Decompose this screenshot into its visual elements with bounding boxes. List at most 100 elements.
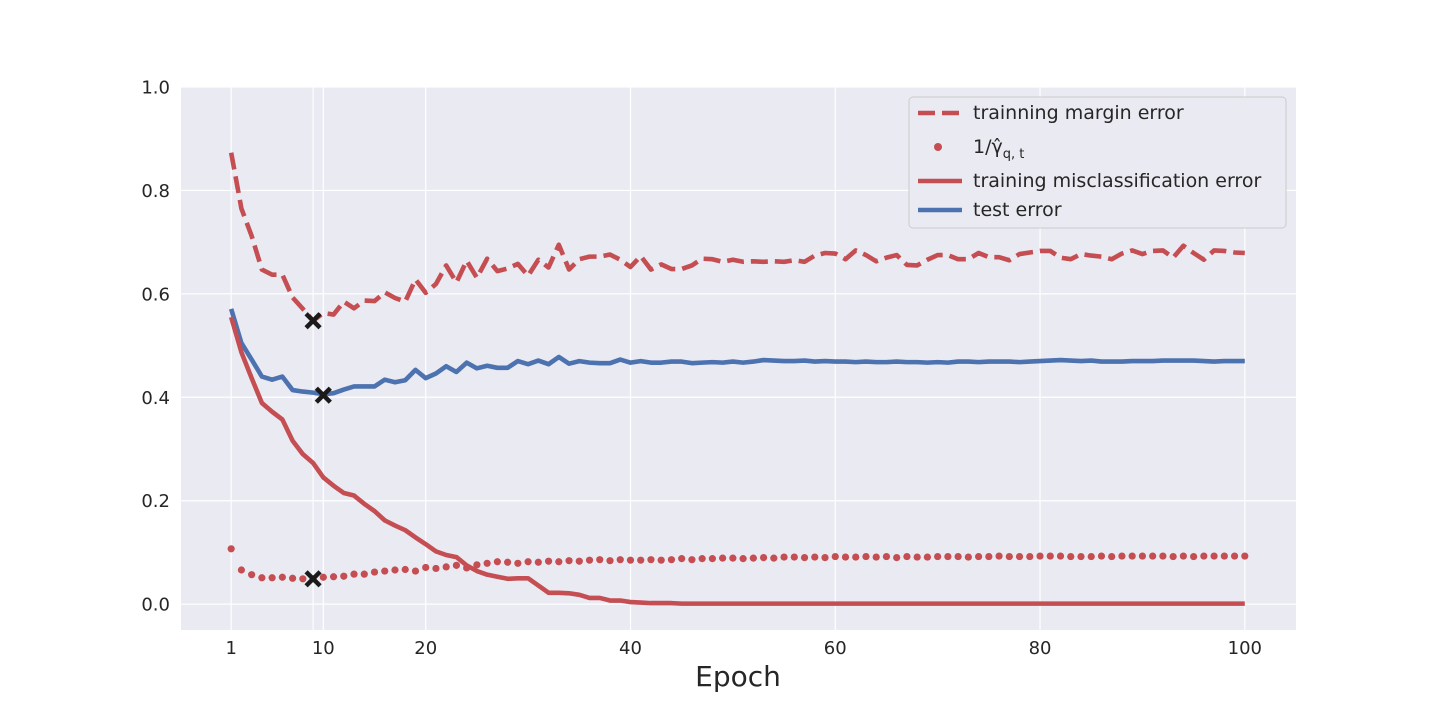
data-point: [719, 554, 727, 562]
data-point: [1097, 552, 1106, 560]
data-point: [299, 575, 307, 583]
data-point: [811, 553, 819, 561]
optimum-x-marker: [314, 386, 332, 404]
data-point: [585, 556, 594, 564]
data-point: [1220, 552, 1228, 560]
data-point: [800, 554, 809, 562]
y-tick-label: 0.8: [141, 181, 170, 202]
data-point: [872, 553, 880, 561]
series-layer: [227, 152, 1249, 606]
data-point: [698, 555, 706, 563]
data-point: [442, 563, 450, 571]
legend-swatch-inverse-margin: [934, 143, 942, 151]
data-point: [1005, 552, 1013, 561]
data-point: [565, 557, 573, 565]
data-point: [391, 566, 399, 574]
data-point: [1026, 552, 1034, 561]
data-point: [667, 556, 676, 564]
data-point: [360, 570, 368, 578]
data-point: [1015, 552, 1024, 561]
data-point: [852, 553, 860, 561]
y-tick-label: 0.6: [141, 284, 170, 305]
data-point: [411, 567, 420, 575]
data-point: [1149, 552, 1157, 560]
grid-lines: [181, 86, 1296, 630]
data-point: [268, 574, 276, 582]
data-point: [657, 556, 665, 564]
legend: trainning margin error 1/γ̂q, t training…: [908, 96, 1287, 229]
data-point: [227, 545, 235, 553]
data-point: [841, 553, 850, 561]
data-point: [534, 558, 542, 566]
data-point: [370, 568, 379, 576]
data-point: [770, 554, 778, 562]
data-point: [790, 553, 798, 561]
legend-box: [908, 96, 1287, 229]
data-point: [1138, 552, 1147, 560]
data-point: [1200, 552, 1208, 560]
data-point: [995, 552, 1003, 560]
data-point: [289, 574, 297, 582]
data-point: [739, 555, 747, 563]
data-point: [944, 552, 952, 561]
data-point: [1190, 552, 1198, 561]
data-point: [1118, 552, 1126, 560]
data-point: [473, 561, 481, 569]
y-tick-label: 0.4: [141, 388, 170, 409]
data-point: [616, 556, 624, 564]
data-point: [555, 558, 563, 566]
data-point: [606, 557, 614, 565]
legend-label-margin-error: trainning margin error: [973, 102, 1184, 124]
data-point: [1046, 552, 1054, 560]
data-point: [596, 556, 604, 564]
y-tick-label: 0.2: [141, 491, 170, 512]
legend-label-test-error: test error: [973, 199, 1062, 221]
legend-label-misclassification: training misclassification error: [973, 170, 1261, 192]
data-point: [780, 553, 788, 561]
data-point: [729, 554, 737, 562]
tick-labels: 1 10 20 40 60 80 100 0.0 0.2 0.4 0.6 0.8 1.0: [141, 78, 1262, 660]
data-point: [1241, 552, 1249, 560]
data-point: [934, 552, 942, 561]
data-point: [985, 552, 993, 561]
data-point: [637, 556, 645, 564]
y-tick-label: 1.0: [141, 78, 170, 99]
x-tick-label: 60: [824, 638, 847, 659]
x-tick-label: 80: [1029, 638, 1052, 659]
x-tick-label: 100: [1228, 638, 1262, 659]
data-point: [248, 571, 256, 579]
series-test-error-line: [228, 308, 1245, 397]
x-tick-label: 20: [414, 638, 437, 659]
x-tick-label: 40: [619, 638, 642, 659]
data-point: [688, 556, 696, 564]
data-point: [381, 567, 389, 575]
data-point: [432, 564, 440, 573]
data-point: [1056, 552, 1065, 560]
data-point: [831, 552, 839, 561]
data-point: [678, 555, 686, 563]
data-point: [483, 559, 491, 567]
data-point: [504, 558, 512, 566]
data-point: [1108, 552, 1116, 561]
data-point: [913, 553, 921, 561]
x-tick-label: 1: [225, 638, 236, 659]
data-point: [1128, 552, 1136, 560]
series-inverse-margin-dots: [227, 545, 1249, 583]
data-point: [452, 561, 461, 569]
data-point: [278, 573, 286, 581]
data-point: [708, 555, 716, 563]
data-point: [401, 565, 409, 574]
series-misclassification-line: [228, 316, 1245, 606]
data-point: [493, 558, 501, 566]
data-point: [329, 573, 338, 581]
data-point: [1169, 552, 1177, 561]
x-tick-label: 10: [312, 638, 335, 659]
data-point: [964, 553, 972, 561]
data-point: [1230, 552, 1239, 560]
optimum-x-marker: [304, 312, 322, 330]
data-point: [350, 570, 358, 578]
data-point: [1159, 552, 1167, 560]
data-point: [821, 554, 829, 562]
data-point: [1036, 552, 1044, 560]
